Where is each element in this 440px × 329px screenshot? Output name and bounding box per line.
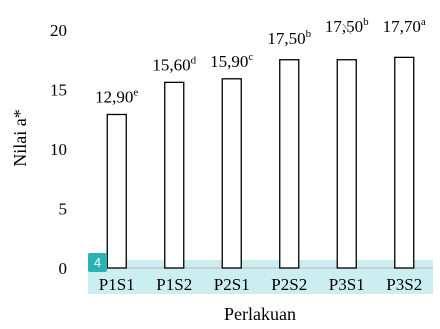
y-tick-label: 20 <box>50 21 67 40</box>
data-label-leader-line <box>342 23 352 35</box>
x-tick-label: P3S1 <box>329 275 365 294</box>
data-label: 12,90e <box>95 86 138 106</box>
data-label: 17,50b <box>325 16 369 36</box>
x-axis-ticks: P1S1 P1S2 P2S1 P2S2 P3S1 P3S2 <box>99 275 422 294</box>
y-tick-label: 0 <box>59 259 68 278</box>
x-tick-label: P1S2 <box>156 275 192 294</box>
x-tick-label: P2S1 <box>214 275 250 294</box>
data-label: 17,50b <box>267 28 311 48</box>
y-tick-label: 15 <box>50 81 67 100</box>
data-label: 15,60d <box>152 54 196 74</box>
data-label: 17,70a <box>383 16 426 36</box>
step-badge-number: 4 <box>94 255 101 270</box>
bar <box>221 78 242 269</box>
bar <box>164 81 185 269</box>
x-tick-label: P2S2 <box>271 275 307 294</box>
x-tick-label: P3S2 <box>386 275 422 294</box>
bar <box>279 59 300 269</box>
x-axis-title: Perlakuan <box>224 304 296 324</box>
category-highlight-band <box>88 260 433 294</box>
data-label: 15,90c <box>210 51 253 71</box>
y-tick-label: 5 <box>59 200 68 219</box>
bar <box>394 56 415 269</box>
step-badge[interactable]: 4 <box>88 253 107 272</box>
bar <box>106 113 127 269</box>
bar <box>336 59 357 269</box>
step-badge-box <box>88 253 107 272</box>
x-tick-label: P1S1 <box>99 275 135 294</box>
bars <box>106 56 415 269</box>
data-labels: 12,90e 15,60d 15,90c 17,50b 17,50b 17,70a <box>95 16 426 106</box>
y-axis-title: Nilai a* <box>10 109 30 166</box>
y-tick-label: 10 <box>50 140 67 159</box>
y-axis-ticks: 0 5 10 15 20 <box>50 21 67 278</box>
